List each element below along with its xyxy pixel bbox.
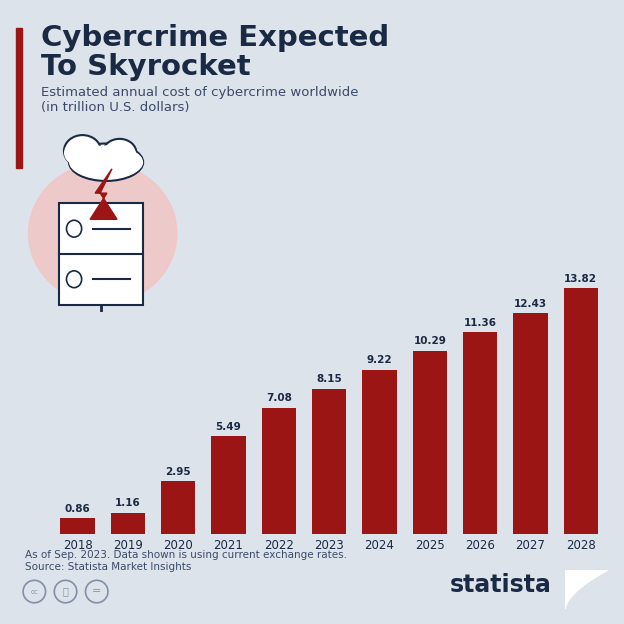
Circle shape — [67, 220, 82, 237]
Text: =: = — [92, 587, 102, 597]
FancyBboxPatch shape — [59, 203, 143, 305]
Text: 7.08: 7.08 — [266, 394, 292, 404]
Text: 12.43: 12.43 — [514, 298, 547, 308]
Text: 9.22: 9.22 — [367, 356, 392, 366]
Bar — [412, 351, 447, 534]
Text: 5.49: 5.49 — [216, 422, 241, 432]
Text: 11.36: 11.36 — [464, 318, 497, 328]
Text: 8.15: 8.15 — [316, 374, 342, 384]
Ellipse shape — [103, 142, 137, 167]
Text: 2.95: 2.95 — [165, 467, 191, 477]
Bar — [212, 436, 246, 534]
Text: As of Sep. 2023. Data shown is using current exchange rates.: As of Sep. 2023. Data shown is using cur… — [25, 550, 347, 560]
Ellipse shape — [69, 145, 143, 179]
Text: statista: statista — [449, 573, 551, 597]
Text: (in trillion U.S. dollars): (in trillion U.S. dollars) — [41, 101, 189, 114]
Text: 13.82: 13.82 — [564, 274, 597, 284]
Ellipse shape — [64, 135, 101, 167]
Ellipse shape — [29, 163, 177, 304]
Text: cc: cc — [31, 588, 38, 595]
Bar — [563, 288, 598, 534]
Bar — [61, 519, 95, 534]
Text: 0.86: 0.86 — [65, 504, 90, 514]
Text: Source: Statista Market Insights: Source: Statista Market Insights — [25, 562, 192, 572]
Ellipse shape — [64, 139, 101, 167]
Text: Estimated annual cost of cybercrime worldwide: Estimated annual cost of cybercrime worl… — [41, 86, 358, 99]
Bar — [261, 408, 296, 534]
Text: Cybercrime Expected: Cybercrime Expected — [41, 24, 389, 52]
Bar — [312, 389, 346, 534]
Text: To Skyrocket: To Skyrocket — [41, 53, 250, 81]
Bar — [514, 313, 547, 534]
Text: 1.16: 1.16 — [115, 499, 141, 509]
Ellipse shape — [69, 144, 143, 181]
Text: ⓘ: ⓘ — [62, 587, 69, 597]
Bar — [161, 481, 195, 534]
Circle shape — [67, 271, 82, 288]
Ellipse shape — [103, 139, 137, 167]
Polygon shape — [90, 168, 117, 220]
Bar — [363, 370, 397, 534]
Bar — [111, 513, 145, 534]
Text: 10.29: 10.29 — [413, 336, 446, 346]
Bar — [463, 332, 497, 534]
